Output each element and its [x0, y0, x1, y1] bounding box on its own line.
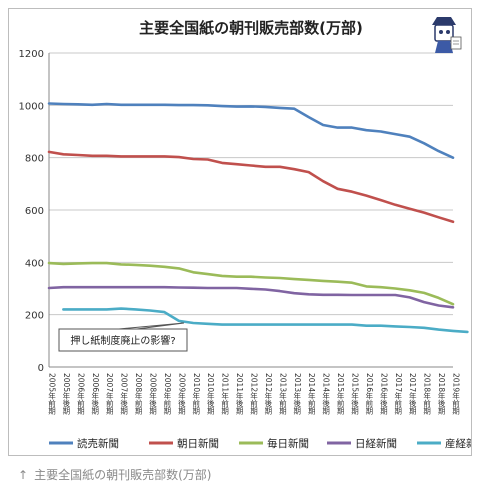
- x-tick-label: 2009年後期: [177, 373, 186, 416]
- legend-label: 日経新聞: [355, 437, 397, 450]
- y-tick-label: 0: [38, 363, 44, 374]
- x-tick-label: 2009年前期: [163, 373, 172, 416]
- x-tick-label: 2014年後期: [321, 373, 330, 416]
- y-tick-label: 200: [25, 311, 44, 322]
- series-line: [47, 261, 455, 306]
- legend-label: 毎日新聞: [267, 437, 309, 450]
- annotation-box-fill: [59, 329, 187, 351]
- y-tick-label: 400: [25, 258, 44, 269]
- legend-label: 読売新聞: [77, 437, 119, 450]
- x-tick-label: 2018年前期: [422, 373, 431, 416]
- y-tick-label: 1000: [19, 101, 44, 112]
- x-tick-label: 2008年後期: [148, 373, 157, 416]
- x-tick-label: 2014年前期: [307, 373, 316, 416]
- x-tick-label: 2011年後期: [235, 373, 244, 416]
- x-tick-label: 2006年前期: [76, 373, 85, 416]
- x-tick-label: 2012年後期: [264, 373, 273, 416]
- x-tick-label: 2005年後期: [62, 373, 71, 416]
- series-line: [47, 150, 455, 224]
- line-chart: 主要全国紙の朝刊販売部数(万部) 0 200 400 600 800 1000 1200 200…: [19, 17, 471, 450]
- x-tick-label: 2011年前期: [220, 373, 229, 416]
- legend-label: 産経新聞: [445, 437, 471, 450]
- x-tick-label: 2015年前期: [336, 373, 345, 416]
- chart-title: 主要全国紙の朝刊販売部数(万部): [139, 19, 363, 37]
- x-tick-label: 2007年後期: [119, 373, 128, 416]
- series-line: [47, 285, 455, 309]
- x-tick-label: 2008年前期: [134, 373, 143, 416]
- series-line: [62, 307, 469, 334]
- newspaper-mascot-icon: [432, 17, 462, 53]
- x-tick-label: 2006年後期: [91, 373, 100, 416]
- x-tick-label: 2013年前期: [278, 373, 287, 416]
- x-tick-label: 2017年前期: [394, 373, 403, 416]
- x-tick-label: 2016年後期: [379, 373, 388, 416]
- x-tick-label: 2005年前期: [47, 373, 56, 416]
- chart-frame: 主要全国紙の朝刊販売部数(万部) 0 200 400 600 800 1000 1200 200…: [8, 8, 472, 456]
- series-line: [47, 102, 455, 159]
- figure-caption: ↑ 主要全国紙の朝刊販売部数(万部): [18, 466, 211, 483]
- x-tick-label: 2016年前期: [365, 373, 374, 416]
- y-tick-label: 600: [25, 206, 44, 217]
- up-arrow-icon: ↑: [18, 468, 29, 482]
- x-tick-label: 2010年後期: [206, 373, 215, 416]
- x-tick-label: 2017年後期: [408, 373, 417, 416]
- x-tick-label: 2019年前期: [451, 373, 460, 416]
- x-tick-label: 2010年前期: [192, 373, 201, 416]
- caption-text: 主要全国紙の朝刊販売部数(万部): [34, 468, 212, 482]
- annotation-text: 押し紙制度廃止の影響?: [70, 334, 175, 347]
- y-tick-label: 1200: [19, 49, 44, 60]
- x-tick-label: 2018年後期: [437, 373, 446, 416]
- legend-label: 朝日新聞: [177, 437, 219, 450]
- x-tick-label: 2012年前期: [249, 373, 258, 416]
- x-tick-label: 2013年後期: [293, 373, 302, 416]
- y-tick-label: 800: [25, 154, 44, 165]
- x-tick-label: 2007年前期: [105, 373, 114, 416]
- x-tick-label: 2015年後期: [350, 373, 359, 416]
